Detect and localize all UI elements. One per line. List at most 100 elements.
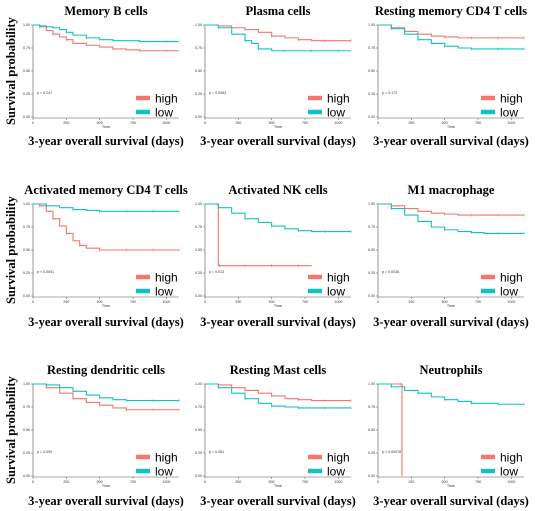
x-tick-label: 250 — [235, 480, 241, 484]
y-tick-label: 0.75 — [195, 46, 202, 50]
y-tick-label: 0.50 — [368, 69, 375, 73]
x-tick-label: 750 — [475, 300, 481, 304]
y-tick-label: 0.00 — [23, 474, 30, 478]
x-axis-caption: 3-year overall survival (days) — [28, 494, 184, 508]
y-tick-label: 0.25 — [195, 92, 202, 96]
y-tick-label: 0.75 — [368, 46, 375, 50]
survival-curve-low — [205, 24, 351, 52]
y-tick-label: 1.00 — [23, 202, 30, 206]
y-tick-label: 0.00 — [195, 294, 202, 298]
chart-title: Activated memory CD4 T cells — [24, 183, 188, 197]
x-tick-label: 250 — [63, 300, 69, 304]
y-tick-label: 1.00 — [368, 382, 375, 386]
x-tick-label: 750 — [302, 121, 308, 125]
legend-label-low: low — [500, 285, 518, 299]
y-tick-label: 1.00 — [195, 23, 202, 27]
x-tick-label: 1000 — [507, 121, 515, 125]
survival-curve-low — [378, 203, 524, 234]
x-tick-label: 750 — [475, 121, 481, 125]
legend-label-high: high — [500, 92, 523, 106]
x-tick-label: 0 — [377, 121, 379, 125]
x-axis-caption: 3-year overall survival (days) — [200, 315, 356, 329]
y-tick-label: 0.50 — [195, 69, 202, 73]
legend-label-low: low — [327, 106, 345, 120]
survival-curve-low — [33, 203, 179, 212]
x-tick-label: 0 — [204, 480, 206, 484]
x-axis-title: Time — [102, 125, 110, 129]
survival-curve-high — [205, 203, 312, 267]
x-axis-title: Time — [447, 304, 455, 308]
x-tick-label: 250 — [408, 121, 414, 125]
y-tick-label: 1.00 — [195, 382, 202, 386]
y-tick-label: 0.75 — [23, 405, 30, 409]
x-tick-label: 250 — [408, 300, 414, 304]
y-tick-label: 0.75 — [195, 225, 202, 229]
km-panel: 0.00 0.25 0.50 0.75 1.00 0 250 500 750 1000 Time p … — [23, 23, 179, 129]
survival-curve-low — [205, 203, 351, 233]
survival-curve-high — [33, 383, 179, 411]
km-panel: 0.00 0.25 0.50 0.75 1.00 0 250 500 750 1000 Time p … — [23, 202, 180, 308]
p-value: p = 0.081 — [209, 450, 224, 454]
km-panel: 0.00 0.25 0.50 0.75 1.00 0 250 500 750 1000 Time p … — [195, 202, 352, 308]
x-tick-label: 0 — [377, 480, 379, 484]
chart-title: Resting Mast cells — [229, 363, 327, 377]
x-tick-label: 500 — [269, 121, 275, 125]
p-value: p = 0.0063 — [209, 91, 226, 95]
x-axis-title: Time — [447, 125, 455, 129]
survival-curve-low — [33, 383, 179, 402]
y-tick-label: 0.50 — [368, 248, 375, 252]
x-axis-title: Time — [102, 484, 110, 488]
x-tick-label: 750 — [130, 300, 136, 304]
legend-label-high: high — [500, 451, 523, 465]
y-tick-label: 0.75 — [368, 405, 375, 409]
p-value: p = 0.247 — [37, 91, 52, 95]
chart-title: Plasma cells — [245, 4, 311, 18]
y-tick-label: 1.00 — [368, 23, 375, 27]
legend-label-low: low — [155, 465, 173, 479]
y-tick-label: 0.50 — [195, 248, 202, 252]
x-tick-label: 500 — [269, 480, 275, 484]
x-axis-title: Time — [102, 304, 110, 308]
chart-title: Neutrophils — [419, 363, 483, 377]
x-tick-label: 0 — [32, 300, 34, 304]
x-axis-caption: 3-year overall survival (days) — [28, 134, 184, 148]
y-tick-label: 0.25 — [368, 451, 375, 455]
x-tick-label: 750 — [130, 480, 136, 484]
survival-curve-low — [378, 383, 524, 405]
x-tick-label: 1000 — [162, 480, 170, 484]
legend-label-low: low — [155, 106, 173, 120]
y-tick-label: 0.00 — [195, 115, 202, 119]
p-value: p = 0.013 — [209, 270, 224, 274]
survival-curve-high — [33, 24, 179, 52]
x-axis-caption: 3-year overall survival (days) — [200, 494, 356, 508]
y-tick-label: 0.75 — [23, 225, 30, 229]
chart-title: M1 macrophage — [407, 183, 495, 197]
x-axis-caption: 3-year overall survival (days) — [200, 134, 356, 148]
y-tick-label: 0.00 — [368, 474, 375, 478]
legend-label-high: high — [327, 271, 350, 285]
x-tick-label: 750 — [475, 480, 481, 484]
x-tick-label: 250 — [408, 480, 414, 484]
survival-curve-high — [378, 24, 524, 39]
x-axis-title: Time — [274, 304, 282, 308]
chart-title: Resting memory CD4 T cells — [374, 4, 528, 18]
x-tick-label: 750 — [302, 480, 308, 484]
x-tick-label: 1000 — [162, 300, 170, 304]
y-tick-label: 0.50 — [23, 69, 30, 73]
y-tick-label: 0.75 — [195, 405, 202, 409]
x-tick-label: 500 — [269, 300, 275, 304]
y-tick-label: 0.00 — [23, 294, 30, 298]
x-tick-label: 1000 — [507, 300, 515, 304]
x-axis-title: Time — [447, 484, 455, 488]
chart-title: Memory B cells — [64, 4, 148, 18]
x-tick-label: 500 — [97, 121, 103, 125]
y-tick-label: 0.25 — [368, 271, 375, 275]
y-tick-label: 0.25 — [195, 451, 202, 455]
survival-curve-high — [205, 24, 351, 42]
x-tick-label: 250 — [63, 480, 69, 484]
p-value: p = 0.0036 — [382, 270, 399, 274]
survival-curve-high — [205, 383, 351, 402]
survival-curve-low — [33, 24, 179, 43]
x-axis-caption: 3-year overall survival (days) — [373, 315, 529, 329]
survival-curve-low — [378, 24, 524, 50]
